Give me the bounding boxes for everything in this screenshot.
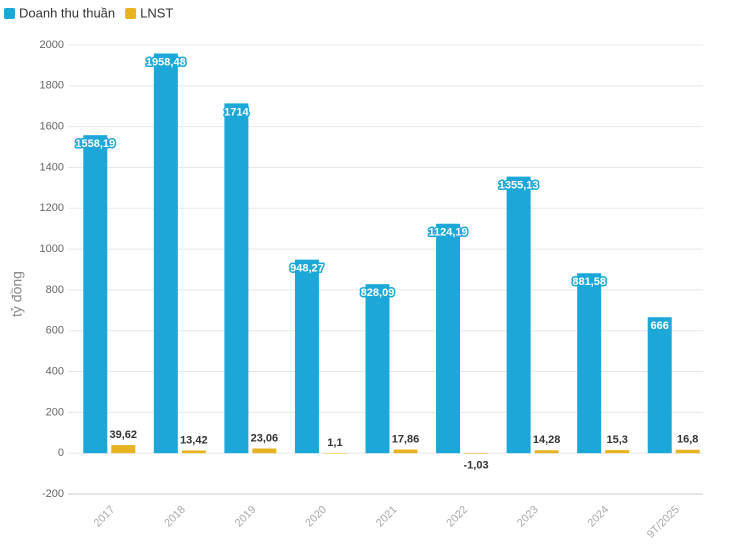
- bar: [153, 53, 178, 454]
- value-label: 1958,48: [146, 56, 186, 68]
- x-tick-label: 9T/2025: [645, 504, 682, 541]
- value-label: 14,28: [533, 434, 561, 446]
- y-tick-label: -200: [42, 488, 64, 500]
- bar: [605, 450, 630, 454]
- bar: [111, 445, 136, 454]
- value-label: 13,42: [180, 434, 208, 446]
- value-label: 1558,19: [75, 138, 115, 150]
- x-tick-label: 2024: [586, 504, 612, 530]
- legend-label: LNST: [140, 5, 173, 20]
- y-axis-label: tỷ đồng: [9, 271, 25, 317]
- bar: [534, 450, 559, 454]
- bar: [294, 259, 319, 454]
- y-tick-label: 1400: [40, 161, 64, 173]
- bar: [647, 317, 672, 454]
- value-label: -1,03: [464, 459, 489, 471]
- bar: [675, 449, 700, 454]
- y-tick-label: 1600: [40, 121, 64, 133]
- value-label: 39,62: [110, 429, 138, 441]
- bar: [577, 273, 602, 454]
- value-label: 828,09: [361, 287, 395, 299]
- x-tick-label: 2021: [374, 504, 400, 530]
- y-tick-label: 400: [46, 365, 64, 377]
- y-tick-label: 600: [46, 325, 64, 337]
- x-tick-label: 2019: [233, 504, 259, 530]
- y-tick-label: 0: [58, 447, 64, 459]
- y-tick-label: 1200: [40, 202, 64, 214]
- bar: [224, 103, 249, 454]
- y-tick-label: 1800: [40, 80, 64, 92]
- bar: [506, 176, 531, 454]
- value-label: 15,3: [606, 434, 627, 446]
- y-tick-label: 200: [46, 406, 64, 418]
- legend-swatch: [125, 8, 137, 19]
- y-tick-label: 800: [46, 284, 64, 296]
- value-label: 23,06: [251, 432, 279, 444]
- x-tick-label: 2020: [303, 504, 329, 530]
- value-label: 666: [651, 320, 669, 332]
- bar: [464, 453, 489, 454]
- bar: [83, 135, 108, 454]
- legend-label: Doanh thu thuần: [19, 5, 115, 20]
- x-tick-label: 2018: [162, 504, 188, 530]
- x-tick-label: 2017: [92, 504, 118, 530]
- x-tick-label: 2022: [444, 504, 470, 530]
- value-label: 16,8: [677, 434, 698, 446]
- y-tick-label: 2000: [40, 39, 64, 51]
- x-tick-label: 2023: [515, 504, 541, 530]
- bar: [181, 450, 206, 454]
- value-label: 17,86: [392, 433, 420, 445]
- value-label: 1714: [224, 106, 249, 118]
- bar: [365, 284, 390, 454]
- value-label: 1124,19: [428, 227, 467, 239]
- value-label: 881,58: [572, 276, 606, 288]
- y-tick-label: 1000: [40, 243, 64, 255]
- bar: [393, 449, 418, 454]
- bar: [252, 448, 277, 454]
- legend-swatch: [4, 8, 15, 19]
- value-label: 948,27: [290, 263, 324, 275]
- value-label: 1,1: [327, 437, 342, 449]
- bar: [436, 223, 461, 454]
- bar: [322, 452, 347, 454]
- value-label: 1355,13: [499, 180, 539, 192]
